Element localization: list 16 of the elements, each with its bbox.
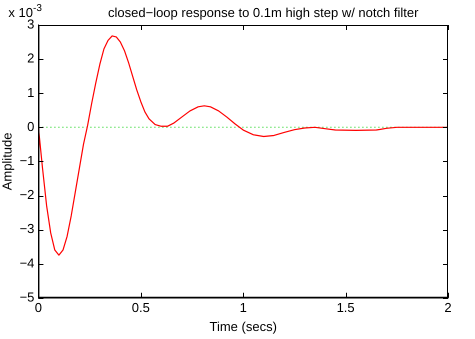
y-axis-title: Amplitude <box>0 132 14 190</box>
x-axis-title: Time (secs) <box>210 318 277 334</box>
x-tick-label: 1.5 <box>336 300 355 316</box>
y-tick-label: −2 <box>20 187 34 202</box>
y-tick-label: 1 <box>27 84 34 100</box>
y-tick-label: −1 <box>20 152 34 168</box>
chart-title: closed−loop response to 0.1m high step w/ notch filter <box>108 5 420 20</box>
y-tick-label: −4 <box>20 255 34 270</box>
x-tick-label: 1 <box>240 300 247 316</box>
x-tick-label: 2 <box>444 300 452 316</box>
y-tick-label: −5 <box>20 289 34 304</box>
y-tick-label: 0 <box>27 118 34 134</box>
x-tick-label: 0.5 <box>132 300 150 316</box>
y-tick-label: −3 <box>20 221 34 236</box>
y-tick-label: 3 <box>27 16 34 32</box>
y-tick-label: 2 <box>27 50 34 66</box>
